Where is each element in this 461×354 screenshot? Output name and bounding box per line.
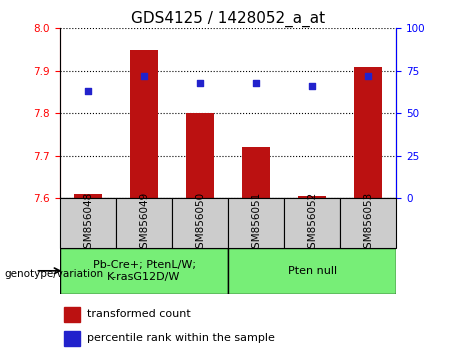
Bar <box>74 194 102 198</box>
Title: GDS4125 / 1428052_a_at: GDS4125 / 1428052_a_at <box>131 11 325 27</box>
Text: GSM856049: GSM856049 <box>139 192 149 255</box>
Point <box>196 80 204 86</box>
Text: Pten null: Pten null <box>288 266 337 276</box>
Bar <box>242 147 270 198</box>
Bar <box>228 198 284 248</box>
Bar <box>355 67 383 198</box>
Bar <box>228 248 396 294</box>
Bar <box>172 198 228 248</box>
Point <box>140 73 148 79</box>
Bar <box>64 307 79 322</box>
Text: genotype/variation: genotype/variation <box>5 269 104 279</box>
Bar <box>340 198 396 248</box>
Bar <box>64 331 79 346</box>
Bar <box>298 196 326 198</box>
Text: GSM856048: GSM856048 <box>83 192 93 255</box>
Point <box>309 83 316 89</box>
Bar <box>186 113 214 198</box>
Text: GSM856050: GSM856050 <box>195 192 205 255</box>
Text: Pb-Cre+; PtenL/W;
K-rasG12D/W: Pb-Cre+; PtenL/W; K-rasG12D/W <box>93 260 195 282</box>
Bar <box>284 198 340 248</box>
Bar <box>60 248 228 294</box>
Point <box>253 80 260 86</box>
Text: percentile rank within the sample: percentile rank within the sample <box>88 333 275 343</box>
Text: GSM856052: GSM856052 <box>307 192 317 255</box>
Bar <box>130 50 158 198</box>
Bar <box>116 198 172 248</box>
Text: transformed count: transformed count <box>88 309 191 319</box>
Text: GSM856053: GSM856053 <box>363 192 373 255</box>
Text: GSM856051: GSM856051 <box>251 192 261 255</box>
Point <box>84 88 92 94</box>
Bar <box>60 198 116 248</box>
Point <box>365 73 372 79</box>
